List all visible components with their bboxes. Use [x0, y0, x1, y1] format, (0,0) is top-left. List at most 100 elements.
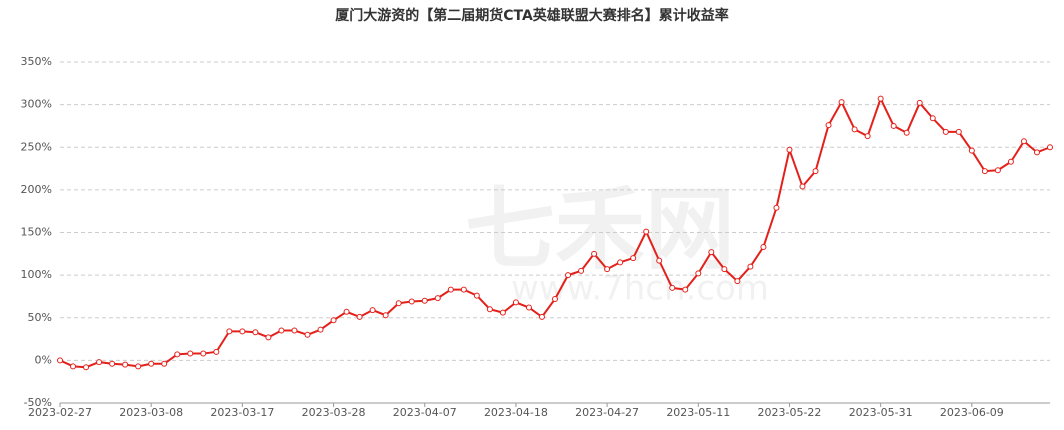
- y-tick-label: -50%: [24, 396, 52, 409]
- x-tick-label: 2023-06-09: [940, 406, 1004, 419]
- y-tick-label: 150%: [21, 226, 52, 239]
- point: [239, 328, 246, 335]
- point: [538, 313, 545, 320]
- point: [604, 266, 611, 273]
- point: [174, 351, 181, 358]
- point: [682, 286, 689, 293]
- point: [929, 115, 936, 122]
- point: [812, 168, 819, 175]
- point: [838, 99, 845, 106]
- x-tick-label: 2023-04-18: [484, 406, 548, 419]
- point: [617, 259, 624, 266]
- point: [382, 312, 389, 319]
- point: [525, 304, 532, 311]
- point: [161, 360, 168, 367]
- y-tick-label: 350%: [21, 55, 52, 68]
- point: [343, 308, 350, 315]
- point: [669, 284, 676, 291]
- point: [942, 128, 949, 135]
- point: [421, 297, 428, 304]
- point: [278, 327, 285, 334]
- point: [434, 295, 441, 302]
- y-tick-label: 100%: [21, 268, 52, 281]
- point: [330, 317, 337, 324]
- point: [799, 183, 806, 190]
- point: [643, 228, 650, 235]
- point: [356, 313, 363, 320]
- point: [955, 128, 962, 135]
- point: [317, 326, 324, 333]
- watermark: 七禾网: [465, 177, 735, 282]
- point: [265, 334, 272, 341]
- point: [916, 99, 923, 106]
- point: [252, 329, 259, 336]
- x-tick-label: 2023-04-27: [575, 406, 639, 419]
- y-tick-label: 200%: [21, 183, 52, 196]
- x-tick-label: 2023-05-22: [758, 406, 822, 419]
- y-tick-label: 50%: [28, 311, 52, 324]
- point: [578, 267, 585, 274]
- point: [903, 129, 910, 136]
- point: [83, 364, 90, 371]
- point: [512, 299, 519, 306]
- point: [447, 286, 454, 293]
- point: [656, 257, 663, 264]
- point: [460, 286, 467, 293]
- point: [994, 167, 1001, 174]
- x-tick-label: 2023-02-27: [28, 406, 92, 419]
- point: [1007, 158, 1014, 165]
- point: [473, 292, 480, 299]
- point: [135, 363, 142, 370]
- x-tick-label: 2023-03-28: [302, 406, 366, 419]
- x-tick-label: 2023-05-11: [666, 406, 730, 419]
- y-tick-label: 0%: [35, 353, 52, 366]
- x-tick-label: 2023-03-08: [119, 406, 183, 419]
- point: [408, 298, 415, 305]
- point: [851, 126, 858, 133]
- point: [968, 147, 975, 154]
- point: [630, 255, 637, 262]
- point: [304, 331, 311, 338]
- y-tick-label: 300%: [21, 98, 52, 111]
- x-tick-label: 2023-03-17: [210, 406, 274, 419]
- x-tick-label: 2023-05-31: [849, 406, 913, 419]
- point: [395, 300, 402, 307]
- point: [109, 360, 116, 367]
- point: [708, 249, 715, 256]
- point: [122, 361, 129, 368]
- point: [148, 360, 155, 367]
- point: [499, 309, 506, 316]
- point: [773, 204, 780, 211]
- point: [786, 146, 793, 153]
- y-tick-label: 250%: [21, 140, 52, 153]
- point: [1033, 149, 1040, 156]
- point: [213, 348, 220, 355]
- point: [565, 272, 572, 279]
- x-tick-label: 2023-04-07: [393, 406, 457, 419]
- point: [1020, 138, 1027, 145]
- point: [57, 357, 63, 364]
- point: [591, 250, 598, 257]
- point: [760, 243, 767, 250]
- point: [200, 350, 207, 357]
- point: [825, 122, 832, 129]
- point: [747, 263, 754, 270]
- point: [486, 306, 493, 313]
- point: [721, 266, 728, 273]
- point: [187, 350, 194, 357]
- point: [291, 327, 298, 334]
- point: [695, 270, 702, 277]
- point: [226, 328, 233, 335]
- point: [552, 295, 558, 302]
- chart-title: 厦门大游资的【第二届期货CTA英雄联盟大赛排名】累计收益率: [335, 7, 729, 24]
- point: [96, 359, 103, 366]
- point: [369, 307, 376, 314]
- point: [864, 133, 871, 140]
- point: [70, 363, 77, 370]
- point: [734, 278, 741, 285]
- point: [890, 122, 897, 129]
- point: [1047, 144, 1053, 151]
- point: [981, 168, 988, 175]
- point: [877, 95, 884, 102]
